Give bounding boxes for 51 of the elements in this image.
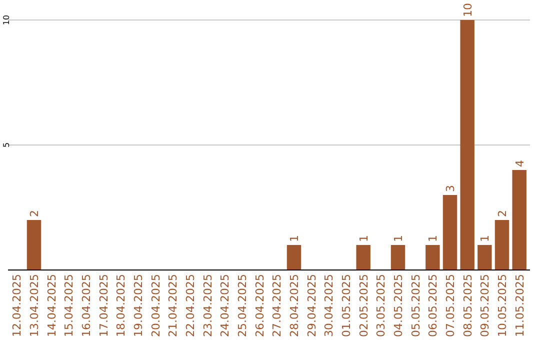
data-label: 3 [444,185,457,192]
x-tick-label: 14.04.2025 [45,274,58,337]
bar [460,20,474,270]
x-tick-label: 29.04.2025 [305,274,318,337]
data-label: 4 [513,160,526,167]
x-tick-label: 12.04.2025 [10,274,24,337]
bar [494,220,510,270]
x-tick-label: 30.04.2025 [322,274,336,337]
x-tick-label: 22.04.2025 [184,274,197,337]
bar [478,245,492,270]
x-tick-label: 26.04.2025 [253,274,266,337]
data-label: 2 [28,210,41,217]
x-tick-label: 05.05.2025 [409,274,422,337]
bar [390,245,406,270]
data-label: 1 [392,235,405,242]
x-tick-label: 13.04.2025 [28,274,41,337]
x-tick-label: 08.05.2025 [461,274,474,337]
x-tick-label: 21.04.2025 [166,274,180,337]
x-tick-label: 10.05.2025 [496,274,509,337]
x-tick-label: 28.04.2025 [288,274,301,337]
bar [286,245,302,270]
data-label: 1 [288,235,301,242]
bar [512,170,526,270]
x-tick-label: 09.05.2025 [478,274,492,337]
x-tick-label: 18.04.2025 [114,274,128,337]
data-label: 1 [357,235,370,242]
x-tick-label: 07.05.2025 [444,274,457,337]
x-tick-label: 15.04.2025 [62,274,76,337]
x-tick-label: 25.04.2025 [236,274,249,337]
x-tick-label: 11.05.2025 [513,274,526,337]
x-tick-label: 23.04.2025 [201,274,214,337]
bar [442,195,458,270]
x-tick-label: 24.04.2025 [218,274,232,337]
data-label: 1 [478,235,492,242]
x-tick-label: 17.04.2025 [97,274,110,337]
bar [426,245,440,270]
x-tick-label: 02.05.2025 [357,274,370,337]
data-label: 10 [461,3,474,17]
data-label: 1 [426,235,440,242]
y-tick-label: 5 [2,142,11,148]
x-tick-label: 06.05.2025 [426,274,440,337]
x-tick-label: 20.04.2025 [149,274,162,337]
bar [356,245,370,270]
x-tick-label: 04.05.2025 [392,274,405,337]
data-label: 2 [496,210,509,217]
x-tick-label: 03.05.2025 [374,274,388,337]
x-tick-label: 16.04.2025 [80,274,93,337]
bar [26,220,42,270]
x-tick-label: 27.04.2025 [270,274,284,337]
x-tick-label: 01.05.2025 [340,274,353,337]
x-tick-label: 19.04.2025 [132,274,145,337]
